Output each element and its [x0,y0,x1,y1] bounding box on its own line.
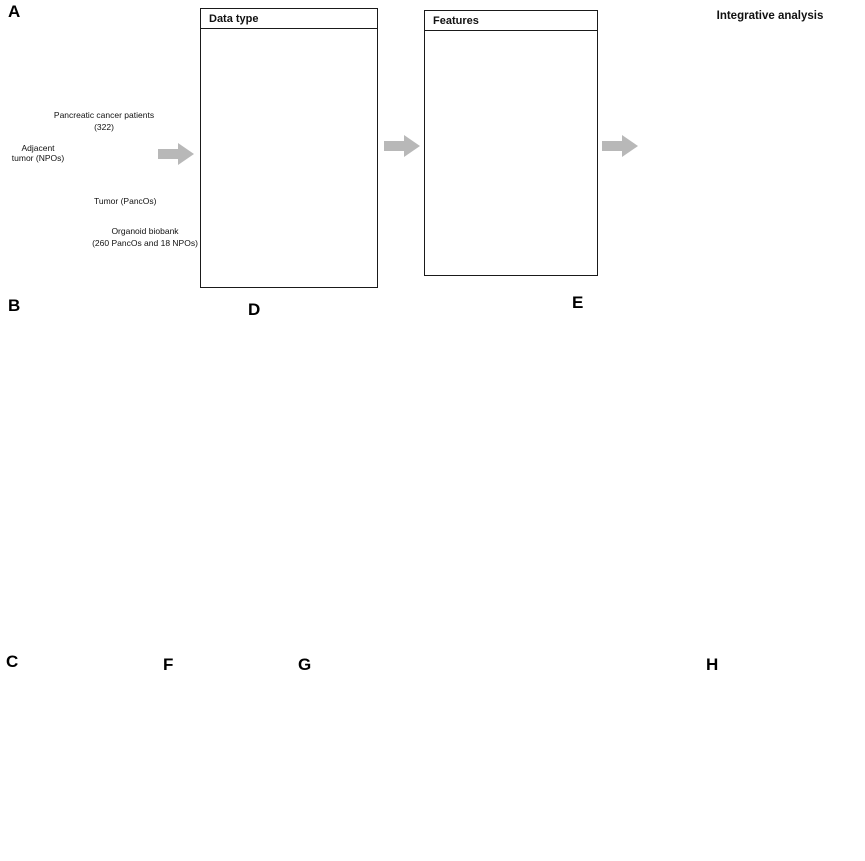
flow-arrow-icon [384,135,420,157]
flow-arrow-icon [158,143,194,165]
panel-e-label: E [572,293,584,312]
features-header: Features [425,11,597,31]
panel-c [2,660,158,860]
adjacent-tumor-label: Adjacent tumor (NPOs) [11,143,65,163]
features-box: Features [424,10,598,276]
data-type-header: Data type [201,9,377,29]
integrative-title: Integrative analysis [716,10,824,22]
biobank-caption-2: (260 PancOs and 18 NPOs) [92,238,198,248]
panel-h [698,651,865,861]
panel-b-label: B [8,296,21,315]
panel-f [158,651,290,861]
panel-d [238,288,578,688]
data-type-box: Data type [200,8,378,288]
flow-arrow-icon [602,135,638,157]
panel-d-label: D [248,300,261,319]
panel-g-label: G [298,655,312,674]
panel-e [566,288,865,660]
panel-h-label: H [706,655,719,674]
panel-f-label: F [163,655,174,674]
tumor-label: Tumor (PancOs) [94,196,157,206]
panel-b [0,288,240,658]
patients-caption: Pancreatic cancer patients [53,110,155,120]
panel-g [288,651,712,861]
panel-c-label: C [6,652,19,671]
panel-a-label: A [8,2,21,21]
integrative-donut [638,24,865,290]
biobank-caption-1: Organoid biobank [111,226,179,236]
patients-count: (322) [94,122,114,132]
